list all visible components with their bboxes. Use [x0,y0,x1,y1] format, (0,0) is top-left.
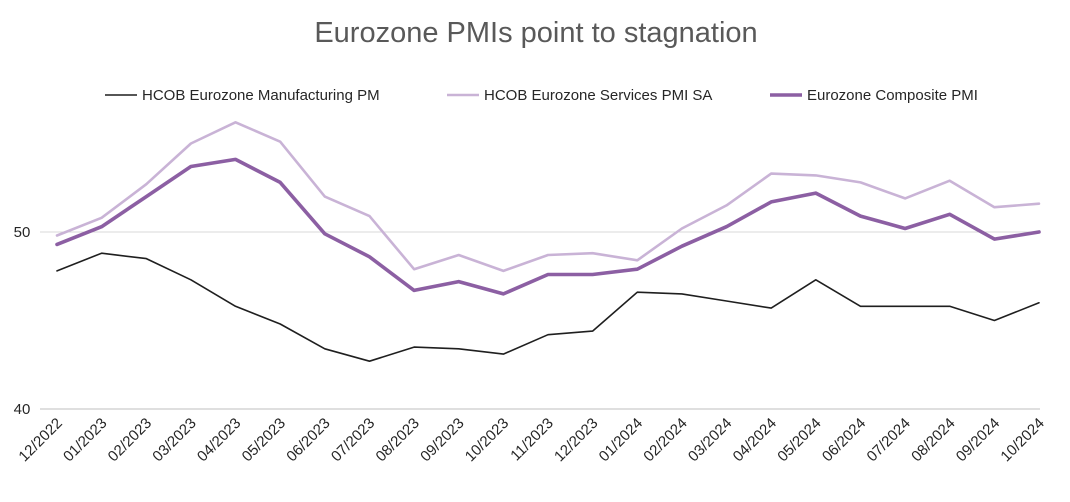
series-line-2 [55,121,1041,273]
x-tick-label: 02/2024 [640,415,690,465]
series-line-1 [56,252,1040,363]
x-tick-label: 03/2024 [685,415,735,465]
gridlines [40,231,1040,410]
x-tick-label: 09/2023 [417,415,467,465]
legend-label: HCOB Eurozone Services PMI SA [484,87,712,104]
y-axis: 40 50 [14,224,31,418]
y-tick-label: 40 [14,401,31,418]
x-tick-label: 04/2023 [194,415,244,465]
legend-label: Eurozone Composite PMI [807,87,978,104]
y-tick-label: 50 [14,224,31,241]
series-line-3 [55,157,1041,296]
x-tick-label: 07/2024 [864,415,914,465]
x-tick-label: 05/2024 [774,415,824,465]
legend: HCOB Eurozone Manufacturing PM HCOB Euroz… [105,87,978,104]
x-tick-label: 06/2024 [819,415,869,465]
x-tick-label: 09/2024 [953,415,1003,465]
x-tick-label: 08/2023 [373,415,423,465]
legend-label: HCOB Eurozone Manufacturing PM [142,87,380,104]
series-lines [55,121,1041,363]
x-tick-label: 01/2023 [60,415,110,465]
chart-title: Eurozone PMIs point to stagnation [314,17,757,49]
x-tick-label: 05/2023 [239,415,289,465]
x-tick-label: 03/2023 [149,415,199,465]
x-tick-label: 10/2023 [462,415,512,465]
x-tick-label: 07/2023 [328,415,378,465]
x-tick-label: 10/2024 [997,415,1047,465]
x-tick-label: 02/2023 [105,415,155,465]
x-axis: 12/202201/202302/202303/202304/202305/20… [15,415,1047,465]
x-tick-label: 12/2023 [551,415,601,465]
x-tick-label: 11/2023 [507,415,557,465]
x-tick-label: 06/2023 [283,415,333,465]
x-tick-label: 12/2022 [15,415,65,465]
x-tick-label: 08/2024 [908,415,958,465]
x-tick-label: 01/2024 [596,415,646,465]
x-tick-label: 04/2024 [730,415,780,465]
